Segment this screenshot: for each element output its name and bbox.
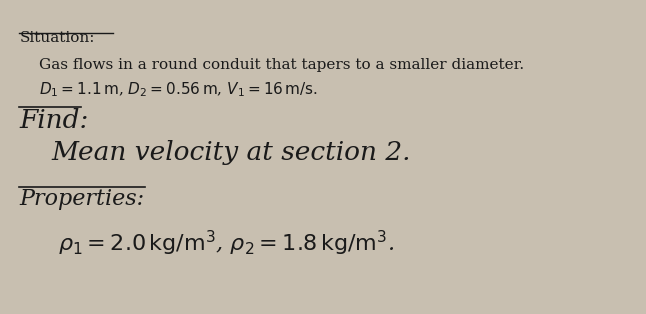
Text: Properties:: Properties: — [19, 188, 145, 210]
Text: Gas flows in a round conduit that tapers to a smaller diameter.: Gas flows in a round conduit that tapers… — [39, 58, 524, 72]
Text: Mean velocity at section 2.: Mean velocity at section 2. — [52, 140, 412, 165]
Text: Find:: Find: — [19, 108, 89, 133]
Text: Situation:: Situation: — [19, 31, 95, 46]
Text: $\rho_1 = 2.0\,\mathrm{kg/m^3}$, $\rho_2 = 1.8\,\mathrm{kg/m^3}$.: $\rho_1 = 2.0\,\mathrm{kg/m^3}$, $\rho_2… — [58, 229, 395, 258]
Text: $D_1 = 1.1\,\mathrm{m}$, $D_2 = 0.56\,\mathrm{m}$, $V_1 = 16\,\mathrm{m/s}$.: $D_1 = 1.1\,\mathrm{m}$, $D_2 = 0.56\,\m… — [39, 80, 318, 99]
